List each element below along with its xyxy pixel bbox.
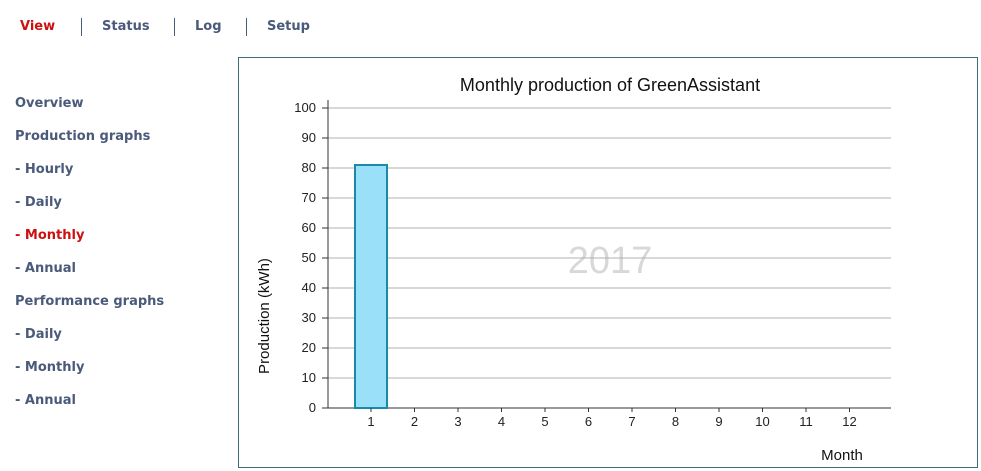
- x-tick-label: 6: [585, 414, 592, 429]
- y-tick-label: 40: [302, 280, 316, 295]
- y-tick-label: 10: [302, 370, 316, 385]
- x-tick-label: 5: [541, 414, 548, 429]
- chart: Monthly production of GreenAssistant Pro…: [256, 75, 891, 464]
- bar: [354, 164, 388, 409]
- sidebar-item-performance-annual[interactable]: - Annual: [15, 393, 76, 408]
- nav-status[interactable]: Status: [102, 19, 150, 34]
- chart-panel: Monthly production of GreenAssistant Pro…: [238, 57, 978, 468]
- y-tick-label: 60: [302, 220, 316, 235]
- y-tick-label: 30: [302, 310, 316, 325]
- sidebar-item-performance-daily[interactable]: - Daily: [15, 327, 62, 342]
- x-tick-label: 4: [498, 414, 505, 429]
- nav-view[interactable]: View: [20, 19, 56, 34]
- x-axis-label: Month: [821, 447, 863, 464]
- nav-separator: [246, 18, 247, 36]
- nav-separator: [174, 18, 175, 36]
- nav-setup[interactable]: Setup: [267, 19, 310, 34]
- y-tick-label: 0: [309, 400, 316, 415]
- x-tick-label: 1: [367, 414, 374, 429]
- sidebar-item-production-hourly[interactable]: - Hourly: [15, 162, 74, 177]
- sidebar-item-performance-graphs[interactable]: Performance graphs: [15, 294, 165, 309]
- y-tick-label: 90: [302, 130, 316, 145]
- chart-title: Monthly production of GreenAssistant: [460, 75, 760, 95]
- y-axis-label: Production (kWh): [256, 258, 273, 374]
- sidebar-item-overview[interactable]: Overview: [15, 96, 84, 111]
- x-tick-label: 9: [715, 414, 722, 429]
- sidebar-item-production-monthly[interactable]: - Monthly: [15, 228, 85, 243]
- x-tick-label: 7: [628, 414, 635, 429]
- x-tick-label: 11: [799, 414, 813, 429]
- sidebar-item-production-annual[interactable]: - Annual: [15, 261, 76, 276]
- x-tick-label: 2: [411, 414, 418, 429]
- y-tick-label: 50: [302, 250, 316, 265]
- year-watermark: 2017: [568, 240, 653, 282]
- nav-separator: [81, 18, 82, 36]
- nav-log[interactable]: Log: [195, 19, 222, 34]
- x-tick-label: 8: [672, 414, 679, 429]
- y-tick-label: 20: [302, 340, 316, 355]
- sidebar-item-production-graphs[interactable]: Production graphs: [15, 129, 151, 144]
- x-tick-label: 3: [454, 414, 461, 429]
- sidebar-item-production-daily[interactable]: - Daily: [15, 195, 62, 210]
- x-tick-label: 12: [842, 414, 856, 429]
- y-tick-label: 100: [294, 100, 316, 115]
- y-tick-label: 70: [302, 190, 316, 205]
- top-navigation: View Status Log Setup: [0, 0, 981, 54]
- x-tick-label: 10: [755, 414, 769, 429]
- y-tick-label: 80: [302, 160, 316, 175]
- sidebar-item-performance-monthly[interactable]: - Monthly: [15, 360, 85, 375]
